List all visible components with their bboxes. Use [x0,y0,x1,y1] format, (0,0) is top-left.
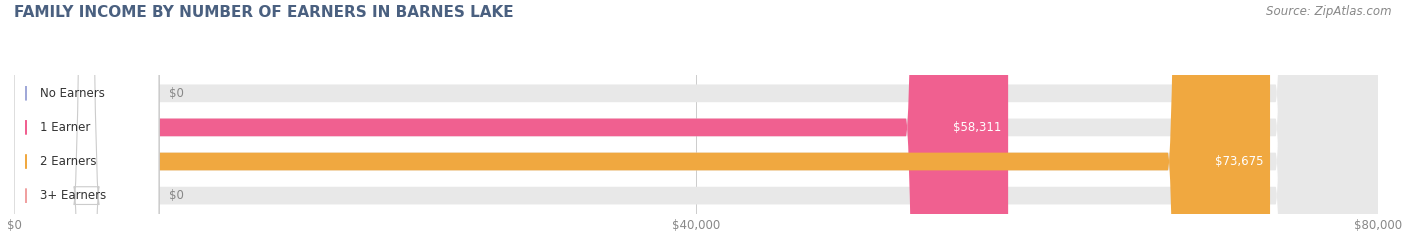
Text: Source: ZipAtlas.com: Source: ZipAtlas.com [1267,5,1392,18]
FancyBboxPatch shape [14,0,159,233]
FancyBboxPatch shape [14,0,1008,233]
FancyBboxPatch shape [14,0,159,233]
Text: $0: $0 [169,189,184,202]
FancyBboxPatch shape [14,0,1378,233]
Text: FAMILY INCOME BY NUMBER OF EARNERS IN BARNES LAKE: FAMILY INCOME BY NUMBER OF EARNERS IN BA… [14,5,513,20]
FancyBboxPatch shape [14,0,1378,233]
FancyBboxPatch shape [14,0,1270,233]
Text: $58,311: $58,311 [953,121,1001,134]
Text: 1 Earner: 1 Earner [39,121,90,134]
FancyBboxPatch shape [14,0,159,233]
FancyBboxPatch shape [14,0,1378,233]
FancyBboxPatch shape [14,0,159,233]
Text: $0: $0 [169,87,184,100]
Text: No Earners: No Earners [39,87,104,100]
Text: 2 Earners: 2 Earners [39,155,96,168]
Text: 3+ Earners: 3+ Earners [39,189,105,202]
FancyBboxPatch shape [14,0,1378,233]
Text: $73,675: $73,675 [1215,155,1263,168]
